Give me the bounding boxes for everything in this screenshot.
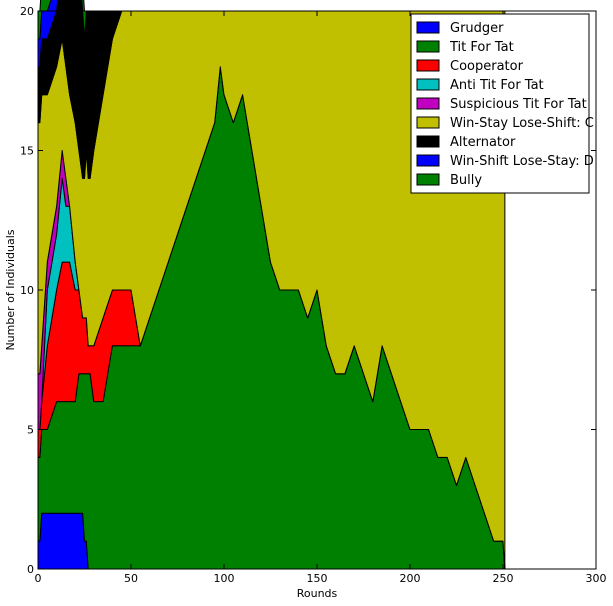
legend-swatch-grudger bbox=[416, 21, 440, 34]
legend-swatch-anti-tit-for-tat bbox=[416, 78, 440, 91]
x-tick-label: 100 bbox=[214, 572, 235, 585]
y-tick-label: 20 bbox=[20, 5, 34, 18]
legend-label-win-shift-lose-stay-d: Win-Shift Lose-Stay: D bbox=[450, 154, 594, 169]
x-axis-label: Rounds bbox=[297, 587, 338, 600]
legend-box bbox=[410, 13, 590, 194]
legend-label-grudger: Grudger bbox=[450, 21, 504, 36]
axis-ticks: 0 50 100 150 200 250 300 0 5 10 15 20 bbox=[20, 5, 607, 585]
y-tick-label: 0 bbox=[27, 563, 34, 576]
x-tick-label: 250 bbox=[493, 572, 514, 585]
legend-label-anti-tit-for-tat: Anti Tit For Tat bbox=[450, 78, 544, 93]
legend-swatch-bully bbox=[416, 173, 440, 186]
x-tick-label: 200 bbox=[400, 572, 421, 585]
legend-label-tit-for-tat: Tit For Tat bbox=[449, 40, 514, 55]
legend-label-bully: Bully bbox=[450, 173, 482, 188]
legend-swatch-tit-for-tat bbox=[416, 40, 440, 53]
legend-label-alternator: Alternator bbox=[450, 135, 516, 150]
x-tick-label: 50 bbox=[124, 572, 138, 585]
plot-frame bbox=[37, 10, 597, 570]
legend-swatch-cooperator bbox=[416, 59, 440, 72]
legend-swatch-suspicious-tit-for-tat bbox=[416, 97, 440, 110]
x-tick-label: 0 bbox=[35, 572, 42, 585]
x-tick-label: 300 bbox=[586, 572, 607, 585]
y-tick-label: 5 bbox=[27, 424, 34, 437]
y-tick-label: 15 bbox=[20, 145, 34, 158]
legend-label-win-stay-lose-shift-c: Win-Stay Lose-Shift: C bbox=[450, 116, 594, 131]
y-axis-label: Number of Individuals bbox=[4, 229, 17, 350]
legend-swatch-win-shift-lose-stay-d bbox=[416, 154, 440, 167]
legend-swatch-alternator bbox=[416, 135, 440, 148]
legend: Grudger Tit For Tat Cooperator Anti Tit For… bbox=[410, 13, 594, 194]
y-tick-label: 10 bbox=[20, 284, 34, 297]
legend-label-cooperator: Cooperator bbox=[450, 59, 524, 74]
legend-label-suspicious-tit-for-tat: Suspicious Tit For Tat bbox=[450, 97, 587, 112]
legend-swatch-win-stay-lose-shift-c bbox=[416, 116, 440, 129]
x-tick-label: 150 bbox=[307, 572, 328, 585]
